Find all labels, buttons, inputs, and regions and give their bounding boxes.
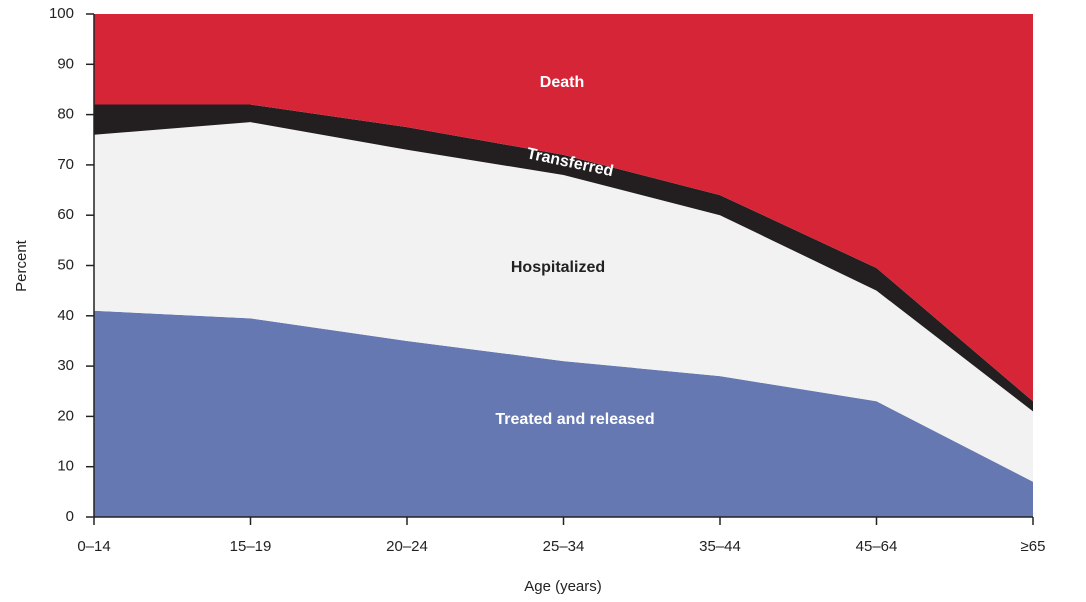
x-tick-label: 0–14 [77, 538, 110, 555]
area [94, 14, 1033, 402]
x-tick-label: 45–64 [856, 538, 898, 555]
x-tick-label: 35–44 [699, 538, 741, 555]
y-tick-label: 80 [57, 106, 74, 123]
x-tick-label: ≥65 [1021, 538, 1046, 555]
x-tick-label: 20–24 [386, 538, 428, 555]
area [94, 104, 1033, 412]
x-axis-label: Age (years) [524, 578, 602, 595]
y-tick-label: 100 [49, 5, 74, 22]
series-label: Treated and released [495, 411, 654, 428]
y-tick-label: 60 [57, 206, 74, 223]
y-tick-label: 70 [57, 156, 74, 173]
y-tick-label: 20 [57, 407, 74, 424]
y-tick-label: 10 [57, 458, 74, 475]
y-tick-label: 30 [57, 357, 74, 374]
area [94, 310, 1033, 517]
x-tick-label: 15–19 [230, 538, 272, 555]
area [94, 122, 1033, 482]
y-axis-label: Percent [13, 239, 30, 292]
y-tick-label: 40 [57, 307, 74, 324]
y-tick-label: 90 [57, 55, 74, 72]
y-tick-label: 50 [57, 256, 74, 273]
x-tick-label: 25–34 [543, 538, 585, 555]
y-tick-label: 0 [66, 508, 74, 525]
series-label: Hospitalized [511, 259, 605, 276]
series-label: Death [540, 74, 584, 91]
